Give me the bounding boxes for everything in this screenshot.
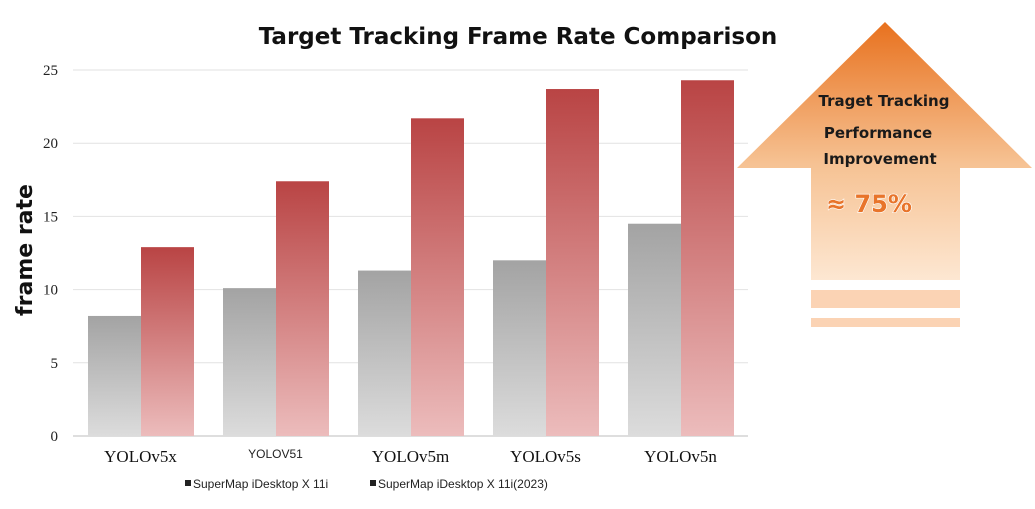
annotation-line-3: Improvement bbox=[823, 150, 936, 168]
annotation-line-2: Performance bbox=[824, 124, 932, 142]
y-tick-label: 10 bbox=[43, 283, 58, 299]
improvement-arrow: Traget Tracking Performance Improvement … bbox=[737, 22, 1032, 327]
legend-swatch-series-1 bbox=[185, 480, 191, 486]
y-tick-label: 15 bbox=[43, 209, 58, 225]
bar-series-1-yolov51 bbox=[223, 288, 276, 436]
legend: SuperMap iDesktop X 11i SuperMap iDeskto… bbox=[185, 477, 548, 491]
bar-series-2-yolov5n bbox=[681, 80, 734, 437]
x-category-label: YOLOV51 bbox=[248, 447, 303, 461]
bar-series-1-yolov5m bbox=[358, 270, 411, 436]
y-axis-ticks: 0 5 10 15 20 25 bbox=[43, 63, 58, 445]
annotation-percent: ≈ 75% bbox=[826, 190, 912, 218]
legend-label-series-1: SuperMap iDesktop X 11i bbox=[193, 477, 328, 491]
x-category-label: YOLOv5x bbox=[104, 447, 177, 466]
legend-swatch-series-2 bbox=[370, 480, 376, 486]
y-tick-label: 25 bbox=[43, 63, 58, 79]
x-category-label: YOLOv5s bbox=[510, 447, 581, 466]
legend-label-series-2: SuperMap iDesktop X 11i(2023) bbox=[378, 477, 548, 491]
arrow-stripe bbox=[811, 318, 960, 327]
y-tick-label: 5 bbox=[51, 356, 59, 372]
bar-series-1-yolov5s bbox=[493, 260, 546, 436]
x-category-label: YOLOv5m bbox=[372, 447, 449, 466]
y-tick-label: 20 bbox=[43, 136, 58, 152]
bar-series-2-yolov5m bbox=[411, 118, 464, 436]
chart-title: Target Tracking Frame Rate Comparison bbox=[259, 24, 778, 50]
x-category-label: YOLOv5n bbox=[644, 447, 717, 466]
x-axis-categories: YOLOv5x YOLOV51 YOLOv5m YOLOv5s YOLOv5n bbox=[104, 447, 717, 466]
arrow-shape bbox=[737, 22, 1032, 280]
bar-series-2-yolov5x bbox=[141, 247, 194, 436]
y-axis-label: frame rate bbox=[13, 184, 38, 316]
arrow-stripe bbox=[811, 290, 960, 308]
bar-series-1-yolov5x bbox=[88, 315, 141, 436]
bar-series-2-yolov51 bbox=[276, 181, 329, 436]
annotation-line-1: Traget Tracking bbox=[819, 92, 950, 110]
bar-series-2-yolov5s bbox=[546, 89, 599, 437]
bar-series-1-yolov5n bbox=[628, 223, 681, 436]
bars bbox=[88, 80, 734, 437]
y-tick-label: 0 bbox=[51, 429, 59, 445]
